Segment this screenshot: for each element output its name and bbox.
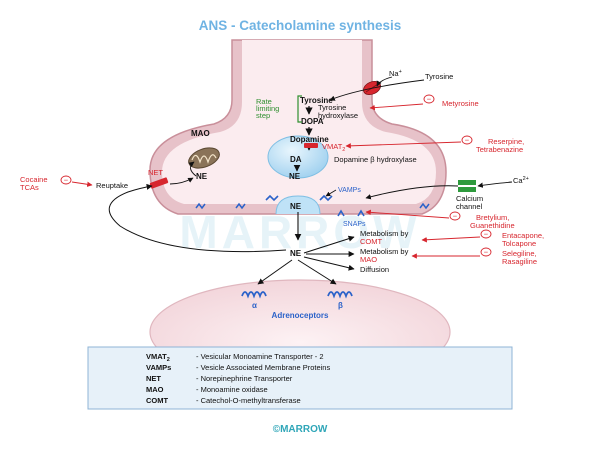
cytoplasmic-ne-label: NE xyxy=(196,172,208,181)
dopamine-beta-hydroxylase-label: Dopamine β hydroxylase xyxy=(334,155,417,164)
cocaine-inhibition: − xyxy=(60,176,93,187)
calcium-ion-label: Ca2+ xyxy=(513,176,529,185)
bretylium-minus: − xyxy=(453,212,458,221)
comt-metabolism-arrow xyxy=(303,235,355,254)
legend-value: - Norepinephrine Transporter xyxy=(196,374,293,383)
tyrosine-hydroxylase-label-1: Tyrosine xyxy=(318,103,346,112)
calcium-entry-arrow xyxy=(477,181,513,188)
diffusion-label: Diffusion xyxy=(360,265,389,274)
legend-key: VMAT2 xyxy=(146,352,170,363)
cleft-ne-label: NE xyxy=(290,249,302,258)
alpha-label: α xyxy=(252,301,257,310)
selegiline-label-1: Selegiline, xyxy=(502,249,537,258)
vamps-proteins xyxy=(265,194,333,202)
alpha-receptor xyxy=(241,291,267,299)
rate-limiting-bracket xyxy=(297,95,302,123)
tyrosine-uptake-arrow xyxy=(329,79,425,101)
reuptake-to-ne-arrow xyxy=(169,177,194,185)
calcium-channel-label-2: channel xyxy=(456,202,483,211)
metabolism-comt-label-2: COMT xyxy=(360,237,382,246)
metabolism-mao-label-2: MAO xyxy=(360,255,377,264)
selegiline-inhibition: − xyxy=(411,248,492,259)
mao-label: MAO xyxy=(191,129,210,138)
metyrosine-minus: − xyxy=(427,95,432,104)
dopamine-label: Dopamine xyxy=(290,135,329,144)
released-ne-label: NE xyxy=(290,202,302,211)
selegiline-minus: − xyxy=(484,248,489,257)
dopa-label: DOPA xyxy=(301,117,324,126)
ne-to-beta-arrow xyxy=(297,259,337,285)
reserpine-label-1: Reserpine, xyxy=(488,137,524,146)
reserpine-inhibition: − xyxy=(345,136,473,149)
entacapone-label-2: Tolcapone xyxy=(502,239,536,248)
cocaine-label-1: Cocaine xyxy=(20,175,48,184)
ne-to-alpha-arrow xyxy=(257,259,293,285)
legend-value: - Vesicular Monoamine Transporter - 2 xyxy=(196,352,324,361)
bretylium-inhibition: − xyxy=(365,209,461,221)
selegiline-label-2: Rasagiline xyxy=(502,257,537,266)
bretylium-label-2: Guanethidine xyxy=(470,221,515,230)
snaps-proteins xyxy=(337,209,365,217)
na-entry-arrow xyxy=(376,76,393,87)
rate-limiting-label-1: Rate xyxy=(256,97,272,106)
legend-key: VAMPs xyxy=(146,363,171,372)
dopamine-in-vesicle-label: DA xyxy=(290,155,302,164)
legend-key: NET xyxy=(146,374,161,383)
tyrosine-label: Tyrosine xyxy=(300,96,333,105)
reserpine-minus: − xyxy=(465,136,470,145)
calcium-channel xyxy=(458,180,476,192)
beta-label: β xyxy=(338,301,343,310)
vamps-pointer xyxy=(325,189,337,197)
ne-to-mao-arrow xyxy=(188,161,197,177)
snaps-label: SNAPs xyxy=(343,221,366,228)
vmat2-transporter xyxy=(304,143,318,148)
membrane-proteins xyxy=(195,202,430,210)
rate-limiting-label-2: limiting xyxy=(256,104,279,113)
reserpine-label-2: Tetrabenazine xyxy=(476,145,523,154)
beta-receptor xyxy=(327,291,353,299)
calcium-channel-label-1: Calcium xyxy=(456,194,483,203)
tyrosine-extracellular-label: Tyrosine xyxy=(425,72,453,81)
reuptake-arrow xyxy=(108,183,287,253)
cocaine-minus: − xyxy=(64,176,69,185)
rate-limiting-label-3: step xyxy=(256,111,270,120)
entacapone-minus: − xyxy=(484,230,489,239)
entacapone-label-1: Entacapone, xyxy=(502,231,544,240)
diffusion-arrow xyxy=(303,256,355,271)
legend-value: - Catechol-O-methyltransferase xyxy=(196,396,301,405)
tyrosine-hydroxylase-label-2: hydroxylase xyxy=(318,111,358,120)
bretylium-label-1: Bretylium, xyxy=(476,213,509,222)
metyrosine-inhibition: − xyxy=(369,95,435,111)
adrenoceptors-label: Adrenoceptors xyxy=(272,311,329,320)
footer-copyright: ©MARROW xyxy=(273,424,328,435)
vmat2-label: VMAT2 xyxy=(322,142,345,153)
cocaine-label-2: TCAs xyxy=(20,183,39,192)
vamps-label: VAMPs xyxy=(338,187,361,194)
net-transporter xyxy=(149,177,169,189)
entacapone-inhibition: − xyxy=(421,230,492,243)
calcium-to-vesicle-arrow xyxy=(365,185,459,200)
metabolism-comt-label-1: Metabolism by xyxy=(360,229,409,238)
legend-key: MAO xyxy=(146,385,164,394)
legend-key: COMT xyxy=(146,396,168,405)
na-ion-label: Na+ xyxy=(389,69,402,78)
net-label: NET xyxy=(148,168,163,177)
legend-value: - Vesicle Associated Membrane Proteins xyxy=(196,363,330,372)
reuptake-label: Reuptake xyxy=(96,181,128,190)
abbreviation-legend: VMAT2 - Vesicular Monoamine Transporter -… xyxy=(87,346,513,410)
metabolism-mao-label-1: Metabolism by xyxy=(360,247,409,256)
metyrosine-label: Metyrosine xyxy=(442,99,479,108)
docked-vesicle xyxy=(275,195,321,215)
diagram-title: ANS - Catecholamine synthesis xyxy=(199,18,402,33)
norepinephrine-in-vesicle-label: NE xyxy=(289,172,301,181)
legend-value: - Monoamine oxidase xyxy=(196,385,268,394)
